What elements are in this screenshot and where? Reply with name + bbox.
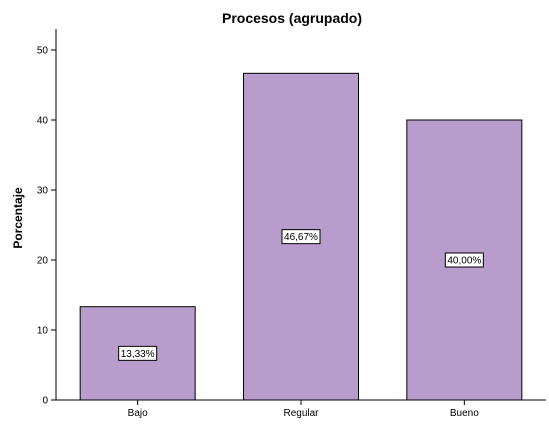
data-label-box — [444, 252, 484, 268]
y-tick-label: 50 — [37, 46, 49, 57]
y-axis-label: Porcentaje — [11, 187, 25, 249]
y-tick-label: 30 — [37, 186, 49, 197]
data-label-box — [118, 345, 158, 361]
data-label-box — [281, 229, 321, 245]
data-label: 40,00% — [447, 256, 481, 267]
x-tick-label: Bajo — [128, 408, 148, 419]
y-tick-label: 10 — [37, 326, 49, 337]
y-tick-label: 0 — [42, 396, 48, 407]
y-tick-label: 40 — [37, 116, 49, 127]
plot-area: 0 10 20 30 40 50 Bajo 13,33% Regular 46,67% Bueno 4… — [37, 29, 546, 419]
data-label: 13,33% — [121, 349, 155, 360]
data-label: 46,67% — [284, 232, 318, 243]
y-tick-label: 20 — [37, 256, 49, 267]
chart-title: Procesos (agrupado) — [222, 10, 362, 26]
x-tick-label: Bueno — [450, 408, 479, 419]
x-tick-label: Regular — [283, 408, 319, 419]
